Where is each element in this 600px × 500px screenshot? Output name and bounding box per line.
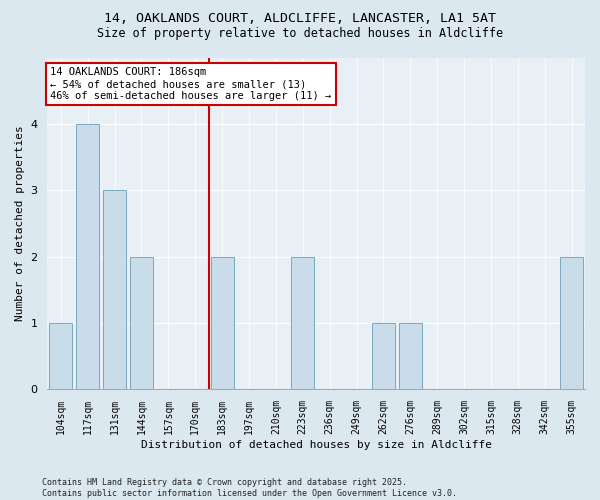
Text: 14 OAKLANDS COURT: 186sqm
← 54% of detached houses are smaller (13)
46% of semi-: 14 OAKLANDS COURT: 186sqm ← 54% of detac…: [50, 68, 331, 100]
Bar: [211, 256, 233, 390]
Bar: [103, 190, 126, 390]
Bar: [372, 323, 395, 390]
X-axis label: Distribution of detached houses by size in Aldcliffe: Distribution of detached houses by size …: [141, 440, 492, 450]
Y-axis label: Number of detached properties: Number of detached properties: [15, 126, 25, 322]
Bar: [76, 124, 99, 390]
Text: Contains HM Land Registry data © Crown copyright and database right 2025.
Contai: Contains HM Land Registry data © Crown c…: [42, 478, 457, 498]
Bar: [292, 256, 314, 390]
Text: 14, OAKLANDS COURT, ALDCLIFFE, LANCASTER, LA1 5AT: 14, OAKLANDS COURT, ALDCLIFFE, LANCASTER…: [104, 12, 496, 26]
Bar: [399, 323, 422, 390]
Bar: [560, 256, 583, 390]
Bar: [49, 323, 72, 390]
Bar: [130, 256, 153, 390]
Text: Size of property relative to detached houses in Aldcliffe: Size of property relative to detached ho…: [97, 28, 503, 40]
